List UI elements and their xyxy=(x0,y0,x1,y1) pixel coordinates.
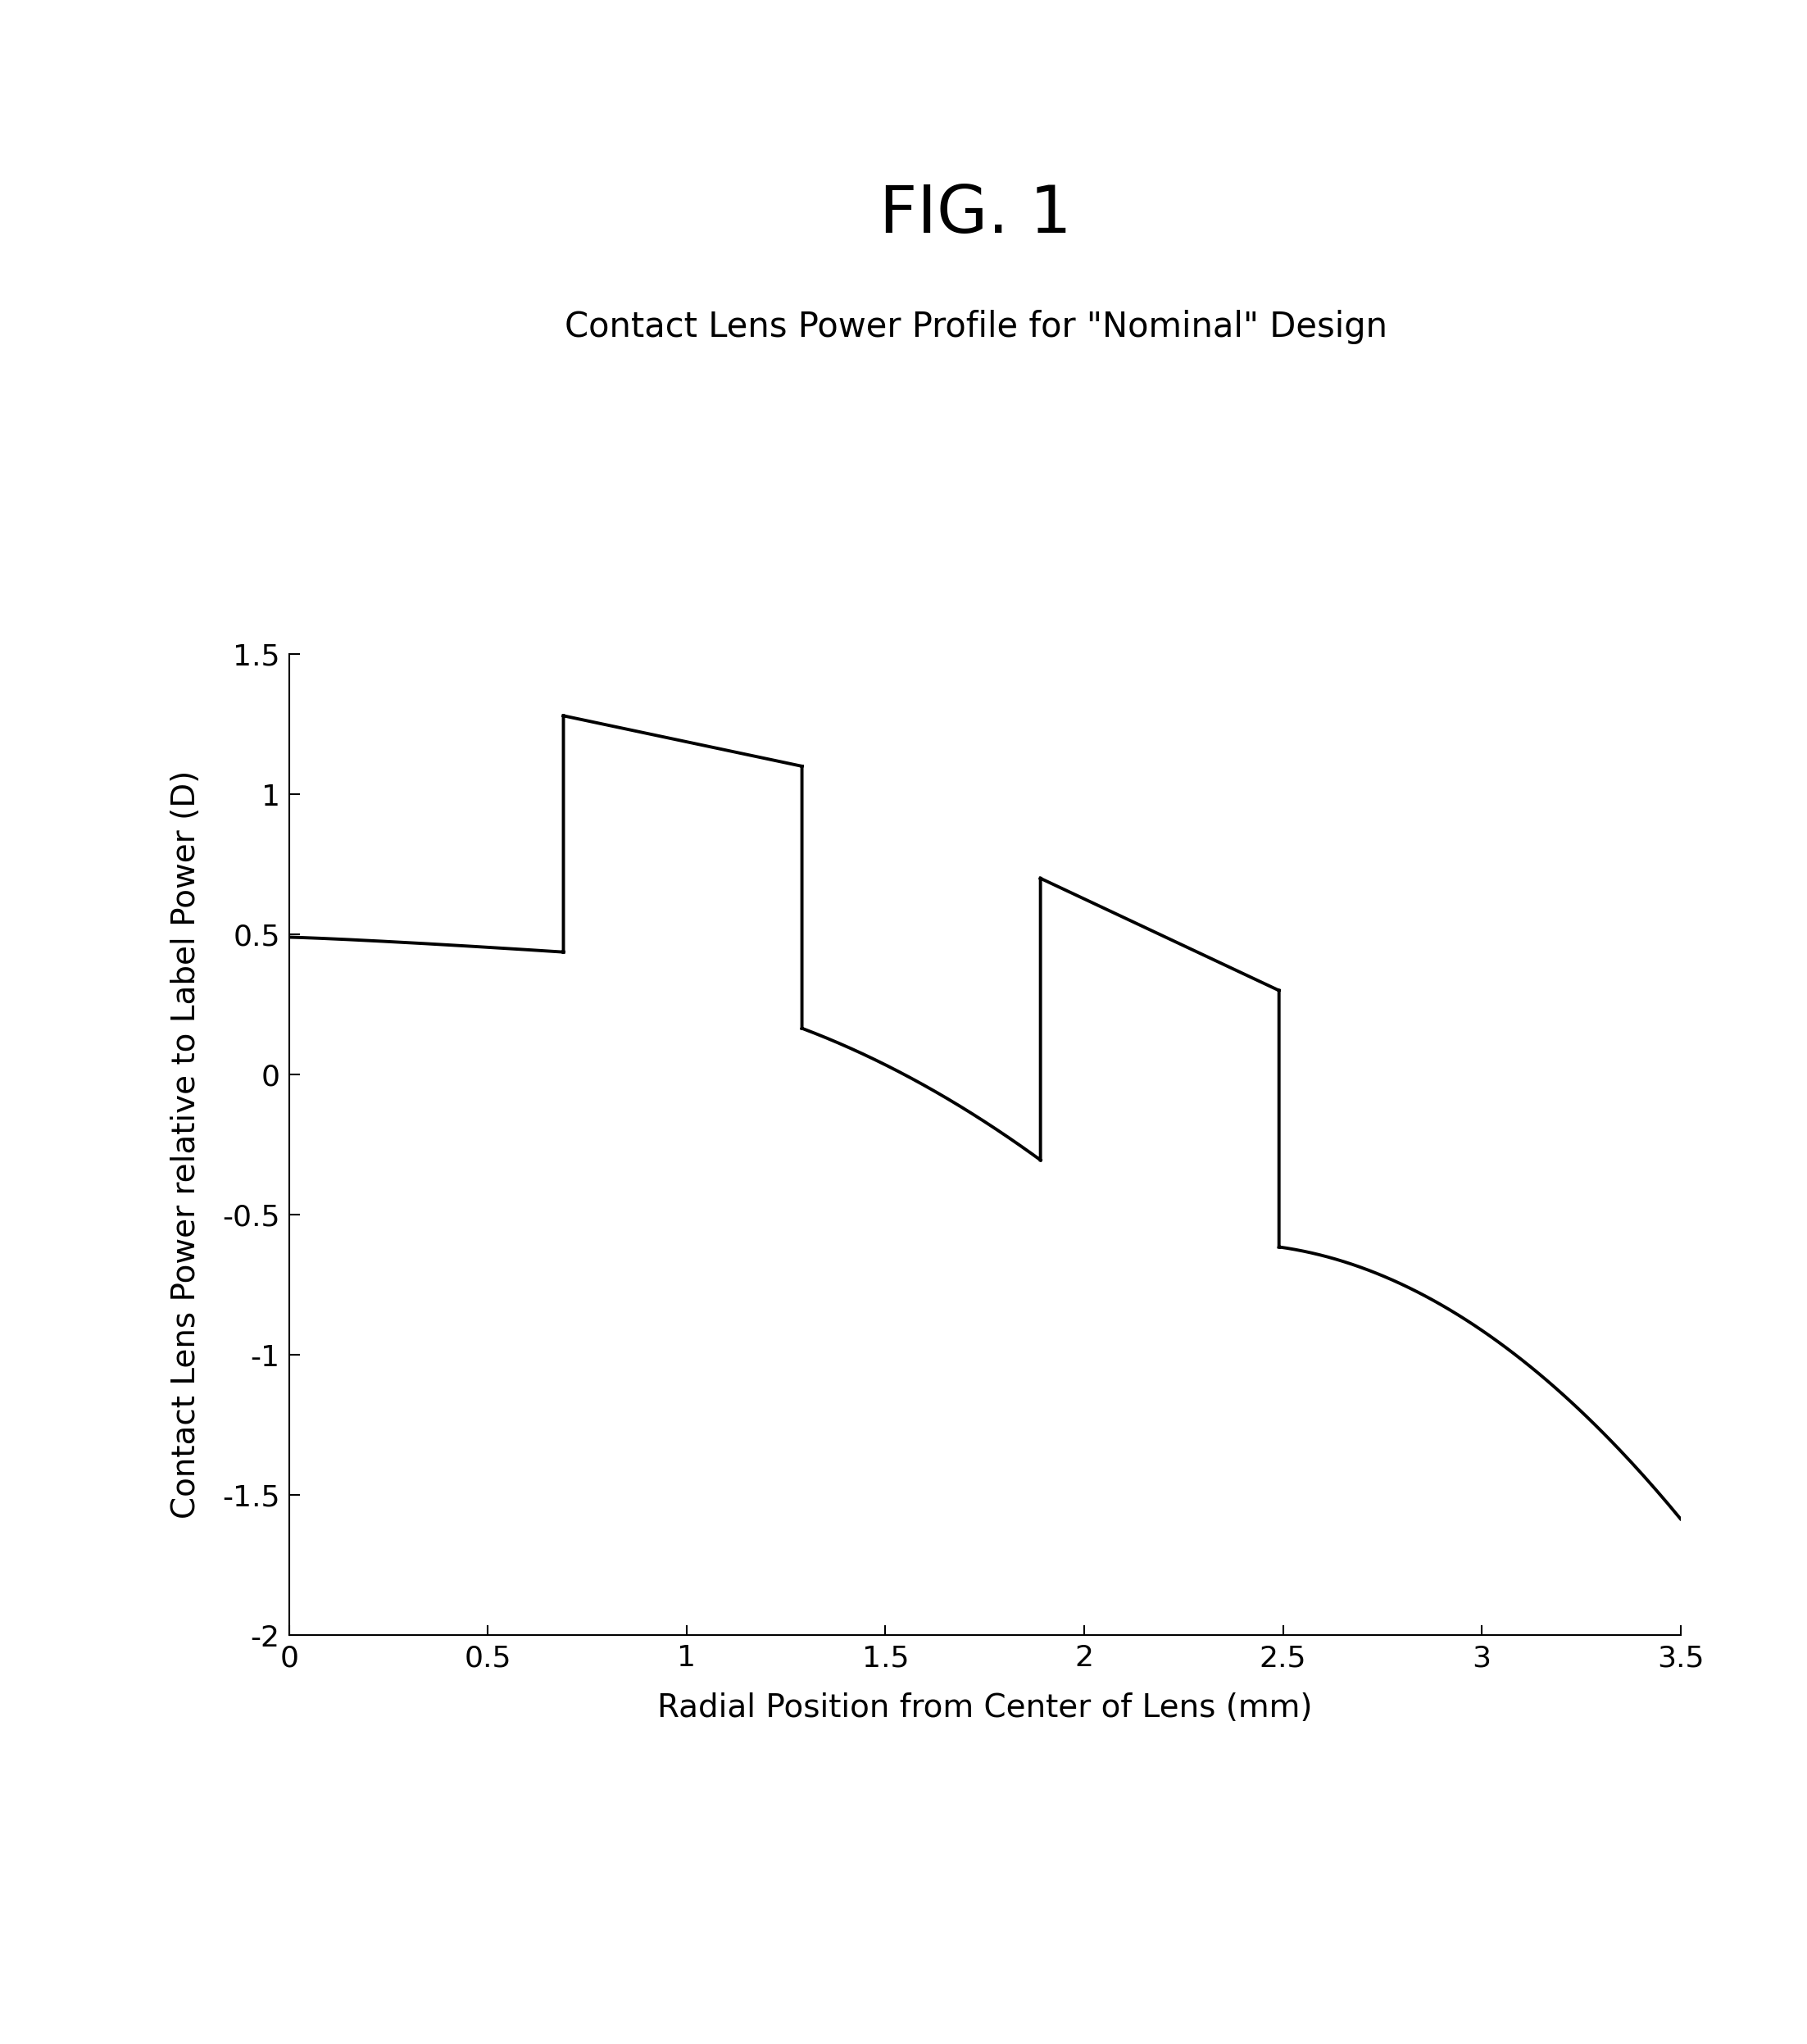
Y-axis label: Contact Lens Power relative to Label Power (D): Contact Lens Power relative to Label Pow… xyxy=(170,771,202,1519)
Text: Contact Lens Power Profile for "Nominal" Design: Contact Lens Power Profile for "Nominal"… xyxy=(564,311,1388,343)
Text: FIG. 1: FIG. 1 xyxy=(880,182,1072,247)
X-axis label: Radial Position from Center of Lens (mm): Radial Position from Center of Lens (mm) xyxy=(658,1692,1312,1723)
